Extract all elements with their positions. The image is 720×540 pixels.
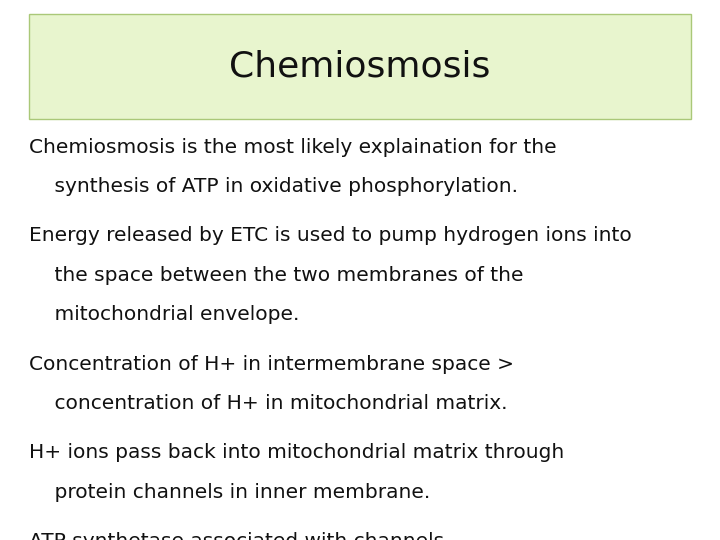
Text: the space between the two membranes of the: the space between the two membranes of t…	[29, 266, 523, 285]
Text: protein channels in inner membrane.: protein channels in inner membrane.	[29, 483, 430, 502]
Text: H+ ions pass back into mitochondrial matrix through: H+ ions pass back into mitochondrial mat…	[29, 443, 564, 462]
Text: Chemiosmosis: Chemiosmosis	[229, 49, 491, 83]
Text: ATP synthetase associated with channels.: ATP synthetase associated with channels.	[29, 532, 450, 540]
Text: Concentration of H+ in intermembrane space >: Concentration of H+ in intermembrane spa…	[29, 354, 514, 374]
Text: synthesis of ATP in oxidative phosphorylation.: synthesis of ATP in oxidative phosphoryl…	[29, 177, 518, 196]
Text: mitochondrial envelope.: mitochondrial envelope.	[29, 305, 300, 324]
FancyBboxPatch shape	[29, 14, 691, 119]
Text: Energy released by ETC is used to pump hydrogen ions into: Energy released by ETC is used to pump h…	[29, 226, 631, 245]
Text: Chemiosmosis is the most likely explaination for the: Chemiosmosis is the most likely explaina…	[29, 138, 557, 157]
Text: concentration of H+ in mitochondrial matrix.: concentration of H+ in mitochondrial mat…	[29, 394, 508, 413]
